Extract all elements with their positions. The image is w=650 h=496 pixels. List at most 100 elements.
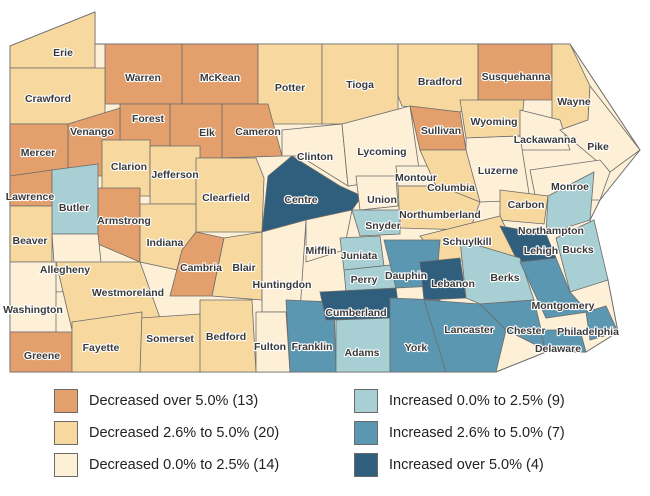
- county-label-forest: Forest: [132, 113, 165, 125]
- county-label-lancaster: Lancaster: [444, 324, 494, 336]
- legend-label: Increased 0.0% to 2.5% (9): [389, 393, 565, 409]
- county-philadelphia: [585, 305, 619, 341]
- county-label-venango: Venango: [70, 126, 114, 138]
- county-label-york: York: [405, 342, 428, 354]
- county-label-pike: Pike: [587, 141, 609, 153]
- county-label-cambria: Cambria: [180, 262, 222, 274]
- county-label-dauphin: Dauphin: [385, 270, 427, 282]
- legend-swatch: [54, 453, 78, 477]
- county-pike: [559, 84, 641, 173]
- county-label-clinton: Clinton: [297, 151, 333, 163]
- county-label-clearfield: Clearfield: [202, 192, 250, 204]
- county-label-erie: Erie: [53, 47, 73, 59]
- legend-item-inc-over-5: Increased over 5.0% (4): [354, 452, 544, 478]
- county-montgomery: [519, 257, 589, 319]
- legend-swatch: [354, 389, 378, 413]
- county-label-bucks: Bucks: [562, 244, 594, 256]
- legend-item-inc-2-6-to-5: Increased 2.6% to 5.0% (7): [354, 420, 565, 446]
- county-label-warren: Warren: [125, 72, 161, 84]
- county-label-delaware: Delaware: [535, 343, 581, 355]
- county-label-jefferson: Jefferson: [151, 169, 198, 181]
- county-label-snyder: Snyder: [365, 220, 401, 232]
- county-label-carbon: Carbon: [508, 199, 545, 211]
- county-label-lycoming: Lycoming: [357, 146, 406, 158]
- legend-label: Increased over 5.0% (4): [389, 457, 544, 473]
- county-label-wyoming: Wyoming: [470, 116, 517, 128]
- county-snyder: [351, 209, 401, 237]
- county-label-franklin: Franklin: [292, 341, 333, 353]
- county-label-susquehanna: Susquehanna: [482, 71, 551, 83]
- county-label-clarion: Clarion: [111, 161, 147, 173]
- county-label-fayette: Fayette: [83, 342, 120, 354]
- county-label-wayne: Wayne: [557, 96, 591, 108]
- legend-label: Increased 2.6% to 5.0% (7): [389, 425, 565, 441]
- county-label-northumberland: Northumberland: [399, 209, 481, 221]
- county-label-lehigh: Lehigh: [524, 245, 558, 257]
- county-label-sullivan: Sullivan: [421, 125, 461, 137]
- legend-label: Decreased 0.0% to 2.5% (14): [89, 457, 280, 473]
- legend-item-dec-over-5: Decreased over 5.0% (13): [54, 388, 258, 414]
- county-label-crawford: Crawford: [25, 93, 71, 105]
- county-label-chester: Chester: [506, 325, 545, 337]
- county-label-armstrong: Armstrong: [97, 215, 151, 227]
- county-label-montour: Montour: [395, 172, 437, 184]
- county-label-bradford: Bradford: [418, 76, 462, 88]
- county-label-somerset: Somerset: [146, 333, 194, 345]
- legend-item-dec-0-to-2-5: Decreased 0.0% to 2.5% (14): [54, 452, 279, 478]
- county-label-mercer: Mercer: [21, 147, 55, 159]
- county-label-allegheny: Allegheny: [40, 264, 90, 276]
- county-label-blair: Blair: [232, 262, 255, 274]
- county-label-washington: Washington: [3, 304, 63, 316]
- county-delaware: [539, 329, 587, 353]
- legend-swatch: [354, 421, 378, 445]
- county-label-schuylkill: Schuylkill: [442, 236, 491, 248]
- county-label-luzerne: Luzerne: [478, 165, 518, 177]
- county-layer: [9, 11, 641, 373]
- county-label-huntingdon: Huntingdon: [253, 279, 312, 291]
- county-lancaster: [423, 299, 507, 373]
- county-northampton: [545, 171, 595, 235]
- county-union: [355, 175, 399, 211]
- county-label-mckean: McKean: [200, 72, 240, 84]
- pennsylvania-county-map: Erie Warren McKean Potter Tioga Bradford Susqu…: [2, 11, 641, 373]
- county-label-montgomery: Montgomery: [532, 300, 595, 312]
- county-label-monroe: Monroe: [551, 181, 589, 193]
- county-huntingdon: [261, 219, 307, 313]
- county-label-columbia: Columbia: [427, 182, 475, 194]
- county-beaver: [9, 205, 53, 263]
- county-label-butler: Butler: [59, 202, 89, 214]
- county-label-lebanon: Lebanon: [431, 278, 475, 290]
- legend-item-inc-0-to-2-5: Increased 0.0% to 2.5% (9): [354, 388, 565, 414]
- legend-swatch: [54, 389, 78, 413]
- legend-swatch: [54, 421, 78, 445]
- county-cambria: [169, 231, 225, 297]
- county-label-beaver: Beaver: [12, 235, 47, 247]
- county-label-berks: Berks: [490, 272, 519, 284]
- county-clinton: [281, 123, 349, 187]
- county-label-mifflin: Mifflin: [306, 245, 337, 257]
- legend-item-dec-2-6-to-5: Decreased 2.6% to 5.0% (20): [54, 420, 279, 446]
- legend-swatch: [354, 453, 378, 477]
- county-label-lackawanna: Lackawanna: [514, 134, 577, 146]
- legend-label: Decreased 2.6% to 5.0% (20): [89, 425, 280, 441]
- county-label-lawrence: Lawrence: [6, 191, 55, 203]
- county-label-tioga: Tioga: [346, 79, 374, 91]
- county-label-perry: Perry: [351, 274, 378, 286]
- county-label-potter: Potter: [275, 82, 305, 94]
- county-butler: [51, 163, 99, 235]
- county-label-northampton: Northampton: [518, 225, 584, 237]
- county-label-indiana: Indiana: [147, 237, 184, 249]
- county-wayne: [551, 43, 591, 131]
- county-label-union: Union: [367, 194, 397, 206]
- county-label-juniata: Juniata: [341, 250, 378, 262]
- county-adams: [335, 317, 391, 373]
- county-label-centre: Centre: [284, 194, 317, 206]
- county-bucks: [555, 219, 609, 293]
- county-label-adams: Adams: [344, 347, 379, 359]
- county-fayette: [71, 311, 143, 373]
- county-erie: [9, 11, 96, 69]
- county-label-cameron: Cameron: [235, 126, 281, 138]
- county-label-philadelphia: Philadelphia: [557, 326, 619, 338]
- legend: Decreased over 5.0% (13) Decreased 2.6% t…: [0, 386, 650, 496]
- county-label-greene: Greene: [24, 350, 60, 362]
